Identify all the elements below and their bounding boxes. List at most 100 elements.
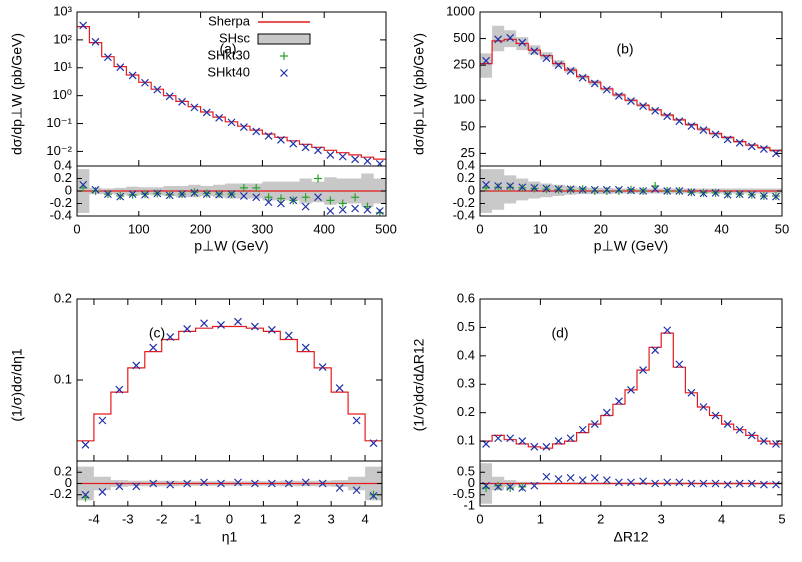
shkt30-ratio-point — [614, 187, 623, 195]
shkt40-ratio-point — [98, 488, 107, 496]
shkt40-point — [494, 35, 503, 44]
ratio-plot-area — [77, 169, 386, 216]
y-tick-label: 50 — [461, 118, 475, 133]
shkt40-point — [542, 54, 551, 63]
shkt40-point — [518, 38, 527, 47]
shkt40-point — [711, 411, 720, 420]
shkt40-point — [675, 117, 684, 126]
shkt40-ratio-point — [482, 180, 490, 189]
y-tick-label: 10⁻² — [46, 143, 72, 158]
shkt40-point — [132, 361, 141, 370]
y-tick-label: 0.5 — [457, 319, 475, 334]
shkt40-point — [141, 78, 149, 87]
shkt40-point — [149, 343, 158, 352]
shkt40-point — [602, 408, 611, 417]
shkt40-ratio-point — [149, 479, 158, 488]
x-tick-label: -1 — [190, 511, 202, 526]
ratio-y-tick-label: -0.2 — [453, 195, 475, 210]
y-tick-label: 0.2 — [54, 290, 72, 305]
shkt40-point — [352, 416, 361, 425]
shkt40-ratio-point — [651, 185, 660, 194]
shkt40-ratio-point — [326, 207, 335, 215]
shkt40-ratio-point — [506, 482, 515, 491]
shkt40-point — [103, 53, 112, 62]
shkt40-point — [202, 108, 211, 117]
shkt40-ratio-point — [530, 481, 539, 490]
x-tick-label: 0 — [476, 511, 483, 526]
shkt30-ratio-point — [276, 194, 285, 203]
x-tick-label: -3 — [122, 511, 134, 526]
shkt40-point — [627, 97, 635, 105]
y-tick-label: 1000 — [446, 3, 475, 18]
shkt40-point — [284, 331, 293, 340]
shkt40-ratio-point — [239, 192, 248, 200]
x-tick-label: 40 — [714, 221, 728, 236]
x-tick-label: 0 — [226, 511, 233, 526]
main-frame — [479, 11, 783, 167]
legend-label-shkt40: SHkt40 — [207, 64, 250, 79]
shkt40-point — [651, 106, 660, 115]
shkt40-ratio-point — [91, 185, 100, 194]
legend: Sherpa SHsc SHkt30 SHkt40 — [207, 13, 311, 79]
shkt40-ratio-point — [566, 185, 575, 194]
shkt40-point — [215, 113, 224, 122]
ratio-y-tick-label: 0.2 — [457, 170, 475, 185]
shkt40-point — [326, 150, 335, 159]
shkt40-point — [639, 102, 648, 110]
shkt40-point — [338, 152, 347, 161]
shkt40-point — [482, 440, 490, 448]
ratio-y-tick-label: 0 — [468, 475, 475, 490]
x-axis-label: p⊥W (GeV) — [194, 238, 268, 254]
x-axis-label: η1 — [222, 529, 238, 545]
shkt40-point — [252, 127, 261, 136]
shkt40-ratio-point — [687, 188, 696, 197]
shkt40-point — [217, 320, 225, 329]
x-tick-label: 100 — [128, 221, 150, 236]
shkt40-ratio-point — [518, 183, 527, 192]
shkt40-point — [301, 343, 310, 352]
shkt40-point — [699, 403, 708, 411]
shkt40-point — [277, 135, 285, 144]
shkt30-ratio-point — [494, 183, 503, 192]
shkt40-ratio-point — [687, 479, 696, 488]
shkt40-point — [115, 385, 124, 394]
ratio-y-tick-label: 0.2 — [54, 170, 72, 185]
shkt40-point — [314, 146, 322, 155]
panel-tag: (b) — [616, 41, 633, 57]
shkt40-ratio-point — [128, 190, 137, 199]
shkt40-ratio-point — [663, 478, 672, 487]
sherpa-histogram — [77, 325, 382, 442]
shkt40-ratio-point — [284, 479, 293, 488]
shkt40-point — [675, 360, 684, 369]
ratio-y-tick-label: -0.5 — [453, 486, 475, 501]
shkt40-ratio-point — [506, 182, 515, 190]
shkt40-ratio-point — [566, 473, 575, 482]
shkt40-point — [234, 317, 242, 326]
shkt40-point — [566, 434, 575, 443]
legend-label-shsc: SHsc — [219, 30, 251, 45]
shkt40-ratio-point — [675, 187, 684, 195]
shkt40-point — [351, 155, 360, 164]
shkt40-ratio-point — [227, 190, 236, 199]
shkt40-ratio-point — [132, 482, 141, 491]
shkt40-point — [663, 326, 672, 335]
shkt30-ratio-point — [239, 183, 248, 192]
shkt40-ratio-point — [542, 184, 551, 193]
shkt40-point — [554, 437, 563, 446]
y-tick-label: 500 — [453, 30, 475, 45]
shkt40-ratio-point — [627, 186, 635, 195]
shkt40-ratio-point — [747, 190, 756, 199]
shkt40-ratio-point — [79, 180, 88, 189]
shkt40-ratio-point — [554, 185, 563, 194]
shkt40-point — [81, 440, 90, 449]
x-tick-label: 400 — [313, 221, 335, 236]
x-tick-label: 200 — [190, 221, 212, 236]
shkt40-point — [578, 73, 587, 82]
main-frame — [76, 298, 383, 462]
shkt40-ratio-point — [116, 192, 125, 201]
shkt40-ratio-point — [200, 478, 209, 487]
x-tick-label: 3 — [328, 511, 335, 526]
shkt40-point — [79, 21, 88, 30]
shkt40-point — [772, 149, 780, 158]
